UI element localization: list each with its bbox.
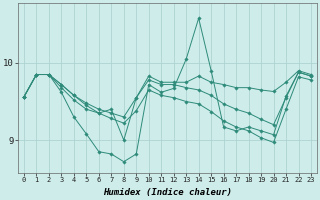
X-axis label: Humidex (Indice chaleur): Humidex (Indice chaleur) [103,188,232,197]
